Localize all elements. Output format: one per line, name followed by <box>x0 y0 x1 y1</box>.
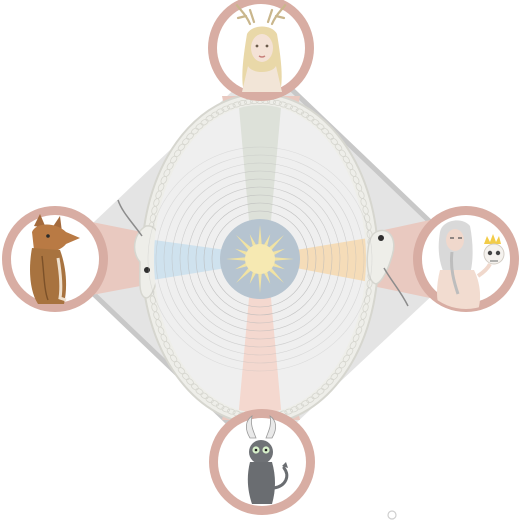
concentric-ring <box>195 194 325 324</box>
serpent-scale <box>273 99 282 106</box>
serpent-scale <box>186 378 194 386</box>
medallion-right <box>413 206 519 312</box>
serpent-scale <box>338 360 347 369</box>
medallion-left <box>2 206 108 312</box>
medallion-top <box>208 0 314 101</box>
concentric-ring <box>187 186 333 332</box>
horned-cat-devil-icon <box>246 415 289 504</box>
serpent-scale <box>181 372 190 381</box>
central-sun <box>220 219 300 299</box>
serpent-scale <box>177 143 186 152</box>
serpent-scale <box>190 127 199 135</box>
sun-ray <box>236 235 252 251</box>
serpent-scale <box>210 400 220 407</box>
sun-ray <box>263 234 271 247</box>
serpent-scale <box>181 137 190 146</box>
serpent-scale <box>290 406 299 413</box>
serpent-scale <box>284 103 294 110</box>
serpent-scale <box>316 388 325 395</box>
serpent-scale <box>300 111 310 118</box>
medallion-bottom <box>209 409 315 515</box>
serpent-scale <box>200 118 209 126</box>
serpent-scale <box>334 366 343 375</box>
serpent-scale <box>326 378 334 386</box>
serpent-scale <box>330 372 339 381</box>
sun-ray <box>235 262 248 270</box>
serpent-scale <box>186 132 194 140</box>
decorative-mark <box>387 510 397 520</box>
serpent-scale <box>284 408 294 415</box>
concentric-ring <box>147 146 373 372</box>
serpent-scale <box>232 101 242 108</box>
serpent-scale <box>321 127 330 135</box>
serpent-scale <box>210 111 220 118</box>
serpent-scale <box>221 406 230 413</box>
serpent-scale <box>195 123 204 130</box>
concentric-ring <box>163 162 357 356</box>
serpent-scale <box>200 392 209 400</box>
sun-ray <box>263 271 271 284</box>
sun-ray <box>273 257 294 261</box>
sun-ray <box>236 267 252 283</box>
serpent-scale <box>215 403 225 410</box>
serpent-scale <box>238 99 247 106</box>
antlered-maiden-icon <box>234 2 288 92</box>
sun-ray <box>268 235 284 251</box>
old-man-with-skull-icon <box>437 220 505 309</box>
serpent-head-right <box>366 229 409 307</box>
serpent-scale <box>306 114 315 122</box>
serpent-scale <box>221 105 230 112</box>
serpent-scale <box>215 108 225 115</box>
concentric-ring <box>211 210 309 308</box>
serpent-scale <box>295 403 305 410</box>
serpent-scale <box>205 114 214 122</box>
concentric-ring <box>179 178 341 340</box>
sun-ray <box>258 225 262 246</box>
sun-ray <box>272 262 285 270</box>
serpent-scale <box>300 400 310 407</box>
serpent-scale <box>306 396 315 404</box>
serpent-scale <box>205 396 214 404</box>
serpent-scale <box>278 101 288 108</box>
fox-figure-icon <box>30 214 80 304</box>
concentric-ring <box>171 170 349 348</box>
concentric-ring <box>155 154 365 364</box>
sun-ray <box>268 267 284 283</box>
sun-ray <box>226 257 247 261</box>
sun-ray <box>249 271 257 284</box>
serpent-scale <box>295 108 305 115</box>
serpent-scale <box>330 137 339 146</box>
serpent-scale <box>311 392 320 400</box>
sun-ray <box>272 248 285 256</box>
serpent-scale <box>226 103 236 110</box>
serpent-scale <box>321 383 330 391</box>
serpent-scale <box>290 105 299 112</box>
sun-ray <box>258 272 262 293</box>
sun-ray <box>235 248 248 256</box>
serpent-scale <box>195 388 204 395</box>
serpent-scale <box>316 123 325 130</box>
serpent-scale <box>311 118 320 126</box>
sun-ray <box>249 234 257 247</box>
serpent-scale <box>173 149 182 158</box>
serpent-scale <box>326 132 334 140</box>
serpent-scale <box>226 408 236 415</box>
concentric-ring <box>203 202 317 316</box>
serpent-scale <box>190 383 199 391</box>
